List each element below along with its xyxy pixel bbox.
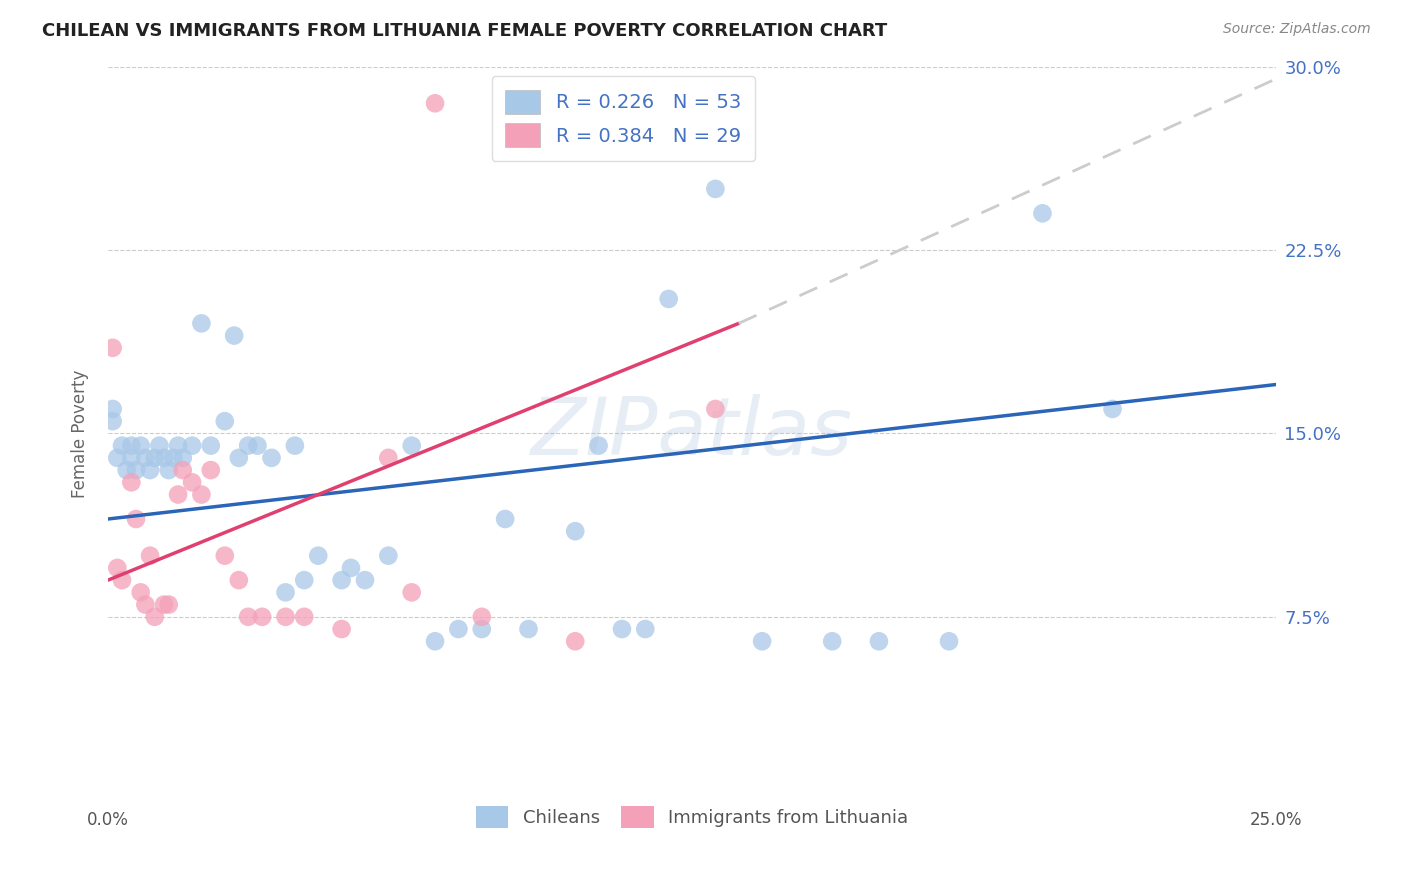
Point bbox=[1031, 206, 1053, 220]
Point bbox=[423, 634, 446, 648]
Point bbox=[307, 549, 329, 563]
Point bbox=[564, 634, 586, 648]
Point bbox=[330, 622, 353, 636]
Point bbox=[139, 463, 162, 477]
Point bbox=[115, 463, 138, 477]
Point bbox=[190, 487, 212, 501]
Point bbox=[284, 439, 307, 453]
Point bbox=[517, 622, 540, 636]
Point bbox=[125, 512, 148, 526]
Point bbox=[153, 598, 176, 612]
Point bbox=[153, 450, 176, 465]
Point bbox=[401, 585, 423, 599]
Point bbox=[181, 439, 204, 453]
Point bbox=[134, 450, 156, 465]
Point bbox=[125, 463, 148, 477]
Point bbox=[377, 450, 399, 465]
Point bbox=[120, 439, 142, 453]
Point bbox=[1101, 401, 1123, 416]
Point bbox=[134, 598, 156, 612]
Point bbox=[129, 439, 152, 453]
Point bbox=[340, 561, 363, 575]
Point bbox=[447, 622, 470, 636]
Legend: Chileans, Immigrants from Lithuania: Chileans, Immigrants from Lithuania bbox=[468, 798, 915, 835]
Point bbox=[214, 414, 236, 428]
Point bbox=[172, 463, 194, 477]
Point bbox=[181, 475, 204, 490]
Point bbox=[938, 634, 960, 648]
Point bbox=[274, 609, 297, 624]
Point bbox=[167, 487, 190, 501]
Point bbox=[200, 439, 222, 453]
Point bbox=[658, 292, 681, 306]
Point bbox=[423, 96, 446, 111]
Point bbox=[111, 573, 134, 587]
Point bbox=[401, 439, 423, 453]
Point bbox=[105, 450, 128, 465]
Point bbox=[354, 573, 377, 587]
Point bbox=[143, 609, 166, 624]
Point bbox=[120, 450, 142, 465]
Point bbox=[143, 450, 166, 465]
Point bbox=[704, 182, 727, 196]
Point bbox=[564, 524, 586, 539]
Point bbox=[157, 463, 180, 477]
Point bbox=[292, 609, 315, 624]
Point bbox=[238, 439, 260, 453]
Point bbox=[821, 634, 844, 648]
Point bbox=[246, 439, 269, 453]
Point bbox=[101, 401, 124, 416]
Point bbox=[129, 585, 152, 599]
Point bbox=[704, 401, 727, 416]
Text: ZIPatlas: ZIPatlas bbox=[531, 394, 853, 473]
Point bbox=[377, 549, 399, 563]
Point bbox=[238, 609, 260, 624]
Point bbox=[200, 463, 222, 477]
Point bbox=[162, 450, 184, 465]
Point bbox=[214, 549, 236, 563]
Point bbox=[471, 622, 494, 636]
Point bbox=[172, 450, 194, 465]
Point bbox=[120, 475, 142, 490]
Point bbox=[167, 439, 190, 453]
Point bbox=[111, 439, 134, 453]
Point bbox=[139, 549, 162, 563]
Point bbox=[634, 622, 657, 636]
Point bbox=[250, 609, 273, 624]
Point bbox=[494, 512, 516, 526]
Point bbox=[330, 573, 353, 587]
Point bbox=[292, 573, 315, 587]
Point bbox=[157, 598, 180, 612]
Point bbox=[274, 585, 297, 599]
Point bbox=[190, 317, 212, 331]
Text: Source: ZipAtlas.com: Source: ZipAtlas.com bbox=[1223, 22, 1371, 37]
Point bbox=[101, 414, 124, 428]
Point bbox=[228, 573, 250, 587]
Point bbox=[228, 450, 250, 465]
Point bbox=[588, 439, 610, 453]
Text: CHILEAN VS IMMIGRANTS FROM LITHUANIA FEMALE POVERTY CORRELATION CHART: CHILEAN VS IMMIGRANTS FROM LITHUANIA FEM… bbox=[42, 22, 887, 40]
Point bbox=[610, 622, 633, 636]
Y-axis label: Female Poverty: Female Poverty bbox=[72, 369, 89, 498]
Point bbox=[101, 341, 124, 355]
Point bbox=[751, 634, 773, 648]
Point bbox=[224, 328, 246, 343]
Point bbox=[471, 609, 494, 624]
Point bbox=[148, 439, 170, 453]
Point bbox=[868, 634, 890, 648]
Point bbox=[105, 561, 128, 575]
Point bbox=[260, 450, 283, 465]
